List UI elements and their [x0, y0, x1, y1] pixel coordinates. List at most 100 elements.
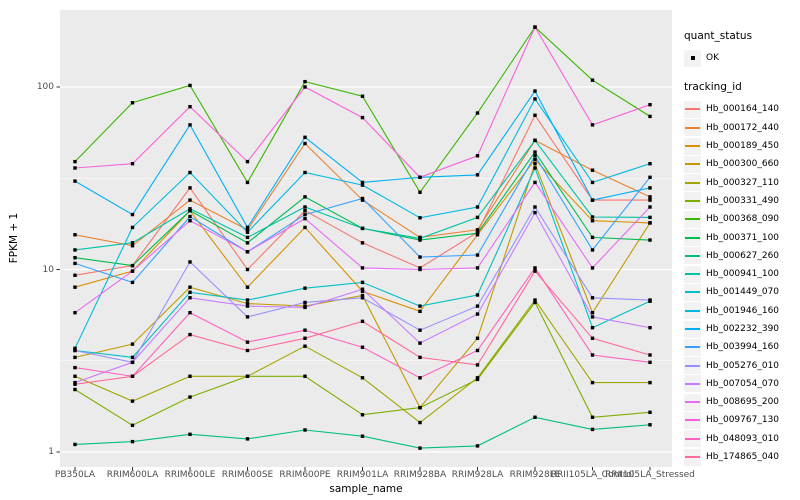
legend-key-line-icon — [684, 357, 701, 375]
data-point — [475, 231, 480, 235]
data-point — [73, 374, 77, 378]
data-point — [475, 304, 480, 308]
data-point — [130, 101, 135, 105]
data-point — [418, 328, 422, 332]
line-swatch-icon — [685, 163, 700, 166]
legend-item: Hb_000627_260 — [684, 247, 779, 265]
data-point — [590, 215, 595, 219]
legend-item-label: Hb_000327_110 — [706, 177, 780, 188]
data-point — [303, 205, 307, 209]
data-point — [245, 159, 250, 164]
data-point — [130, 161, 135, 166]
data-point — [418, 420, 422, 425]
data-point — [303, 286, 307, 290]
data-point — [303, 336, 307, 340]
data-point — [73, 179, 77, 183]
data-point — [360, 183, 365, 187]
data-point — [188, 83, 192, 88]
data-point — [533, 210, 537, 215]
legend-item: Hb_174865_040 — [684, 448, 779, 466]
data-point — [648, 410, 652, 415]
data-point — [475, 293, 480, 297]
legend-item-label: Hb_000331_490 — [706, 195, 780, 206]
legend-item: Hb_000164_140 — [684, 100, 779, 118]
data-point — [245, 228, 250, 232]
data-point — [303, 212, 307, 217]
legend-item-label: Hb_000941_100 — [706, 269, 780, 280]
legend-key-line-icon — [684, 192, 701, 210]
data-point — [130, 355, 135, 360]
data-point — [533, 113, 537, 117]
data-point — [590, 248, 595, 252]
data-point — [188, 214, 192, 219]
line-swatch-icon — [685, 199, 700, 202]
data-point — [475, 363, 480, 367]
data-point — [130, 374, 135, 378]
data-point — [590, 310, 595, 315]
line-swatch-icon — [685, 364, 700, 367]
legend-item-label: OK — [706, 53, 719, 64]
data-point — [360, 296, 365, 300]
data-point — [188, 374, 192, 378]
x-axis-title: sample_name — [329, 483, 403, 495]
legend-title-quant-status: quant_status — [684, 30, 753, 42]
data-point — [475, 154, 480, 158]
data-point — [245, 230, 250, 234]
data-point — [533, 205, 537, 209]
legend-item: Hb_000368_090 — [684, 210, 779, 228]
legend-item-label: Hb_174865_040 — [706, 452, 780, 463]
data-point — [245, 374, 250, 378]
data-point — [590, 235, 595, 240]
legend-key-line-icon — [684, 430, 701, 448]
legend-title-tracking-id: tracking_id — [684, 81, 742, 94]
data-point — [360, 434, 365, 438]
line-swatch-icon — [685, 346, 700, 349]
legend-item-label: Hb_009767_130 — [706, 415, 780, 426]
legend-item: Hb_048093_010 — [684, 430, 779, 448]
data-point — [245, 241, 250, 245]
legend-item: Hb_003994_160 — [684, 338, 779, 356]
data-point — [360, 287, 365, 291]
data-point — [73, 382, 77, 386]
data-point — [188, 290, 192, 295]
legend-key-line-icon — [684, 393, 701, 411]
data-point — [188, 170, 192, 175]
legend-item: Hb_001946_160 — [684, 302, 779, 320]
line-swatch-icon — [685, 291, 700, 294]
data-point — [130, 423, 135, 428]
data-point — [648, 198, 652, 202]
data-point — [303, 135, 307, 140]
data-point — [73, 256, 77, 260]
data-point — [73, 442, 77, 447]
data-point — [188, 332, 192, 337]
data-point — [533, 89, 537, 93]
data-point — [590, 180, 595, 185]
data-point — [648, 221, 652, 225]
data-point — [245, 348, 250, 353]
data-point — [360, 289, 365, 293]
data-point — [418, 341, 422, 345]
legend-key-line-icon — [684, 100, 701, 118]
x-tick-label: RRIM600PE — [279, 470, 331, 480]
legend-item-label: Hb_001449_070 — [706, 287, 780, 298]
legend-item-label: Hb_005276_010 — [706, 360, 780, 371]
data-point — [533, 138, 537, 143]
data-point — [245, 267, 250, 272]
data-point — [648, 325, 652, 330]
line-swatch-icon — [685, 382, 700, 385]
legend-key-line-icon — [684, 283, 701, 301]
data-point — [648, 353, 652, 357]
data-point — [533, 180, 537, 185]
data-point — [418, 216, 422, 220]
data-point — [303, 374, 307, 378]
data-point — [188, 296, 192, 300]
data-point — [648, 215, 652, 220]
data-point — [418, 376, 422, 380]
data-point — [475, 312, 480, 316]
data-point — [188, 395, 192, 399]
legend-item-label: Hb_008695_200 — [706, 397, 780, 408]
data-point — [130, 212, 135, 217]
x-tick-label: RRIM600LA — [106, 470, 159, 480]
data-point — [648, 380, 652, 385]
